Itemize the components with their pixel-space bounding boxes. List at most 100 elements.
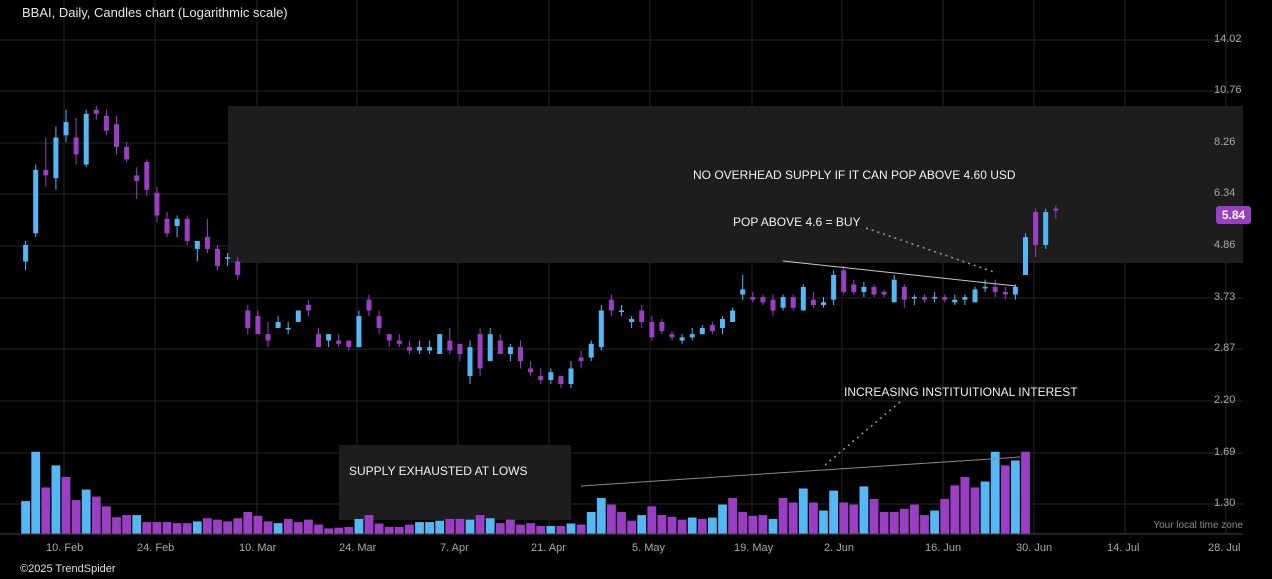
candle-body	[225, 257, 231, 259]
volume-bar	[122, 515, 131, 534]
volume-bar	[475, 515, 485, 534]
volume-bar	[788, 502, 798, 534]
volume-bar	[112, 517, 121, 534]
candle-body	[528, 368, 534, 373]
candle-body	[93, 109, 99, 114]
candle-body	[790, 297, 796, 308]
volume-bar	[425, 522, 434, 534]
volume-bar	[566, 523, 576, 534]
volume-bar	[910, 504, 919, 534]
candle-body	[83, 113, 89, 165]
candle-body	[780, 297, 786, 308]
candle-body	[43, 169, 49, 176]
x-tick-label: 10. Feb	[46, 542, 84, 554]
candle-body	[992, 286, 998, 292]
candle-body	[487, 334, 493, 362]
volume-bar	[869, 499, 879, 534]
candle-body	[689, 334, 695, 338]
candle-body	[1043, 212, 1049, 245]
volume-bar	[506, 519, 515, 534]
institutional-pointer-line	[824, 401, 901, 466]
candle-body	[73, 137, 79, 155]
volume-bar	[223, 521, 232, 534]
volume-bar	[859, 486, 869, 534]
candle-body	[457, 343, 463, 354]
candle-body	[962, 297, 968, 300]
x-tick-label: 19. May	[734, 542, 774, 554]
volume-bar	[879, 511, 889, 534]
volume-bar	[243, 511, 253, 534]
candle-body	[669, 334, 675, 338]
volume-bar	[334, 527, 344, 534]
candle-body	[720, 319, 725, 328]
volume-bar	[31, 451, 41, 534]
volume-bar	[819, 510, 828, 534]
volume-bar	[738, 511, 748, 534]
volume-bar	[677, 519, 687, 534]
candle-body	[922, 297, 927, 300]
candle-body	[376, 316, 382, 328]
candle-body	[800, 286, 806, 311]
volume-bar	[647, 506, 657, 534]
candle-body	[911, 297, 917, 299]
candle-body	[821, 302, 826, 306]
x-tick-label: 21. Apr	[531, 542, 566, 554]
volume-bar	[162, 522, 172, 534]
candle-body	[770, 299, 776, 311]
candle-body	[730, 310, 736, 322]
candle-body	[841, 270, 847, 292]
timezone-label: Your local time zone	[1153, 520, 1243, 531]
candle-body	[235, 261, 241, 275]
x-tick-label: 30. Jun	[1016, 542, 1053, 554]
volume-bar	[445, 518, 455, 534]
supply-exhausted-annotation: SUPPLY EXHAUSTED AT LOWS	[349, 464, 528, 478]
volume-bar	[970, 487, 980, 534]
candle-body	[477, 334, 483, 369]
candle-body	[679, 337, 685, 341]
candle-body	[103, 115, 109, 131]
volume-bar	[899, 508, 909, 534]
candle-body	[881, 291, 887, 295]
price-trendline	[782, 260, 1017, 287]
volume-bar	[778, 497, 788, 534]
volume-bar	[233, 518, 243, 534]
volume-bar	[213, 519, 222, 534]
y-tick-label: 2.20	[1214, 394, 1236, 406]
candle-body	[558, 376, 564, 385]
volume-bar	[607, 504, 616, 534]
candle-body	[548, 372, 554, 381]
volume-bar	[667, 516, 677, 534]
candle-body	[174, 218, 180, 226]
candle-body	[851, 284, 857, 292]
candle-body	[305, 305, 311, 311]
volume-bar	[526, 523, 535, 534]
volume-bar	[920, 515, 929, 534]
candle-body	[134, 175, 140, 182]
volume-bar	[718, 504, 727, 534]
volume-bar	[273, 523, 283, 534]
candle-body	[194, 240, 200, 249]
volume-bar	[51, 465, 61, 534]
candle-body	[871, 286, 877, 295]
candle-body	[972, 289, 978, 303]
candle-body	[144, 161, 150, 190]
candle-body	[437, 334, 443, 354]
volume-bar	[465, 519, 475, 534]
candles	[23, 105, 1059, 389]
candle-body	[316, 334, 321, 348]
volume-bar	[495, 523, 505, 534]
volume-bar	[930, 510, 939, 534]
candle-body	[1002, 291, 1008, 295]
y-tick-label: 14.02	[1214, 33, 1242, 45]
volume-bar	[617, 511, 626, 534]
candle-body	[861, 286, 867, 292]
last-price-badge: 5.84	[1216, 206, 1251, 224]
volume-bar	[374, 523, 384, 534]
volume-bar	[980, 481, 990, 534]
candle-body	[740, 289, 746, 295]
candle-body	[245, 310, 251, 328]
candle-body	[760, 297, 766, 303]
candle-body	[699, 327, 705, 335]
candle-body	[154, 192, 160, 216]
y-tick-label: 2.87	[1214, 342, 1236, 354]
